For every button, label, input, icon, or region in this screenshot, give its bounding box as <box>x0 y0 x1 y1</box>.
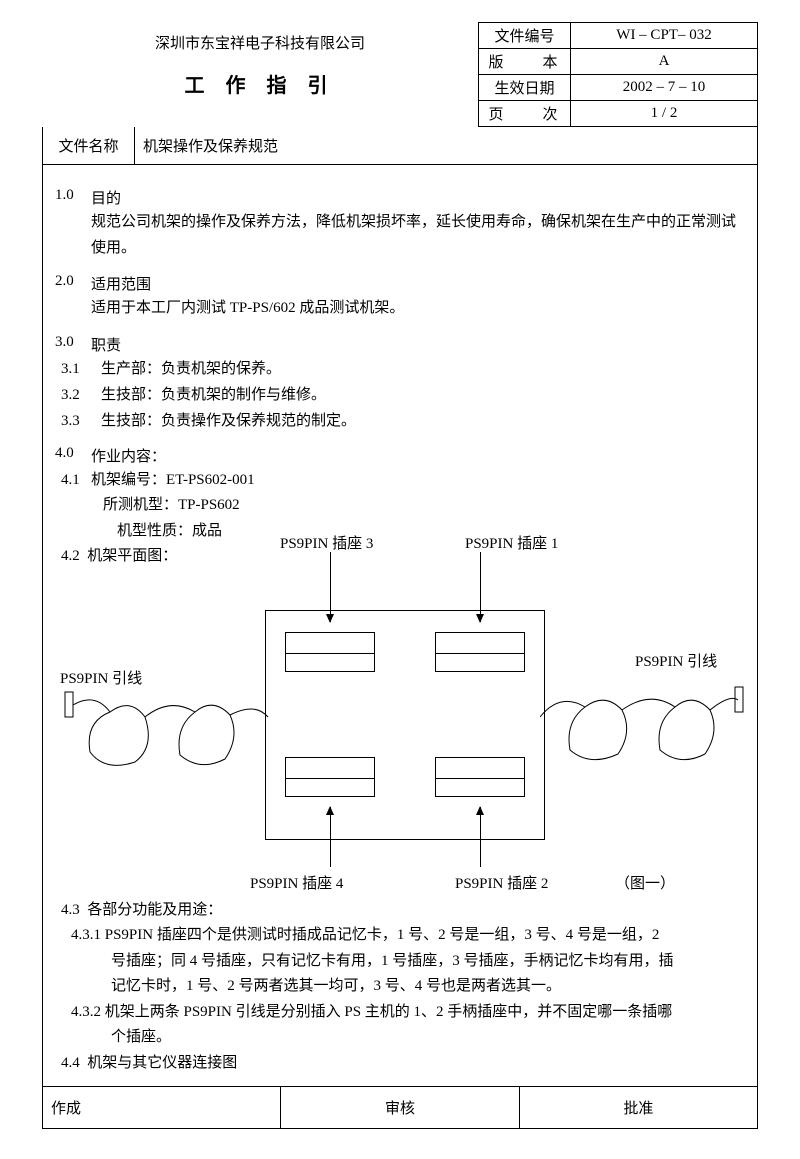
arrow-socket1 <box>480 552 481 622</box>
footer-made: 作成 <box>43 1087 281 1128</box>
meta-date-label: 生效日期 <box>479 75 571 101</box>
meta-page-label: 页 次 <box>479 101 571 127</box>
s3-2-num: 3.2 <box>61 383 101 407</box>
section-3: 3.0 职责 3.1生产部：负责机架的保养。 3.2生技部：负责机架的制作与维修… <box>55 334 745 433</box>
figure-caption: （图一） <box>615 872 675 893</box>
doc-title: 工 作 指 引 <box>42 69 478 98</box>
meta-page: 1 / 2 <box>571 101 758 127</box>
s41-num: 4.1 <box>61 472 80 488</box>
socket3-label: PS9PIN 插座 3 <box>280 532 373 553</box>
s432-l1: 机架上两条 PS9PIN 引线是分别插入 PS 主机的 1、2 手柄插座中，并不… <box>105 1004 673 1020</box>
body: 1.0 目的 规范公司机架的操作及保养方法，降低机架损坏率，延长使用寿命，确保机… <box>42 165 758 1087</box>
s2-text: 适用于本工厂内测试 TP-PS/602 成品测试机架。 <box>91 296 745 322</box>
socket4-label: PS9PIN 插座 4 <box>250 872 343 893</box>
s42-title: 机架平面图： <box>87 548 177 564</box>
meta-docno: WI – CPT– 032 <box>571 23 758 49</box>
s43-title: 各部分功能及用途： <box>87 902 222 918</box>
cable-right-shape <box>540 662 750 772</box>
doc-name-value: 机架操作及保养规范 <box>135 127 757 164</box>
s41-line2: 所测机型：TP-PS602 <box>103 493 745 519</box>
footer-approve: 批准 <box>520 1087 757 1128</box>
s431-l2: 号插座；同 4 号插座，只有记忆卡有用，1 号插座，3 号插座，手柄记忆卡均有用… <box>111 949 745 975</box>
s3-1-text: 生产部：负责机架的保养。 <box>101 357 281 381</box>
s1-text: 规范公司机架的操作及保养方法，降低机架损坏率，延长使用寿命，确保机架在生产中的正… <box>91 210 745 261</box>
meta-date: 2002 – 7 – 10 <box>571 75 758 101</box>
header-meta-table: 文件编号 WI – CPT– 032 版 本 A 生效日期 2002 – 7 –… <box>478 22 758 127</box>
s41-line3: 机型性质：成品 <box>117 519 222 545</box>
socket-1 <box>435 632 525 672</box>
page: 深圳市东宝祥电子科技有限公司 工 作 指 引 文件编号 WI – CPT– 03… <box>0 0 800 1159</box>
s1-num: 1.0 <box>55 187 91 208</box>
cable-left-shape <box>55 667 270 777</box>
s431-l3: 记忆卡时，1 号、2 号两者选其一均可，3 号、4 号也是两者选其一。 <box>111 974 745 1000</box>
s41-line1: 机架编号：ET-PS602-001 <box>91 472 255 488</box>
s3-1-num: 3.1 <box>61 357 101 381</box>
doc-name-row: 文件名称 机架操作及保养规范 <box>42 127 758 165</box>
s2-num: 2.0 <box>55 273 91 294</box>
socket-3 <box>285 632 375 672</box>
socket2-label: PS9PIN 插座 2 <box>455 872 548 893</box>
doc-header: 深圳市东宝祥电子科技有限公司 工 作 指 引 文件编号 WI – CPT– 03… <box>42 22 758 127</box>
company-name: 深圳市东宝祥电子科技有限公司 <box>42 32 478 53</box>
s3-title: 职责 <box>91 334 121 355</box>
s3-2-text: 生技部：负责机架的制作与维修。 <box>101 383 326 407</box>
s44-num: 4.4 <box>61 1055 80 1071</box>
arrow-socket3 <box>330 552 331 622</box>
section-1: 1.0 目的 规范公司机架的操作及保养方法，降低机架损坏率，延长使用寿命，确保机… <box>55 187 745 261</box>
footer-review: 审核 <box>281 1087 519 1128</box>
s4-title: 作业内容： <box>91 445 166 466</box>
section-2: 2.0 适用范围 适用于本工厂内测试 TP-PS/602 成品测试机架。 <box>55 273 745 322</box>
s4-num: 4.0 <box>55 445 91 466</box>
s3-num: 3.0 <box>55 334 91 355</box>
s43-num: 4.3 <box>61 902 80 918</box>
diagram: PS9PIN 插座 3 PS9PIN 插座 1 PS9PIN 引线 PS9PIN… <box>55 572 745 892</box>
meta-version: A <box>571 49 758 75</box>
s42-num: 4.2 <box>61 548 80 564</box>
footer-sign: 作成 审核 批准 <box>42 1087 758 1129</box>
s2-title: 适用范围 <box>91 273 151 294</box>
meta-version-label: 版 本 <box>479 49 571 75</box>
s432-l2: 个插座。 <box>111 1025 745 1051</box>
section-4: 4.0 作业内容： 4.1 机架编号：ET-PS602-001 所测机型：TP-… <box>55 445 745 1077</box>
s3-3-num: 3.3 <box>61 409 101 433</box>
socket-2 <box>435 757 525 797</box>
s431-num: 4.3.1 <box>71 927 101 943</box>
meta-docno-label: 文件编号 <box>479 23 571 49</box>
arrow-socket2 <box>480 807 481 867</box>
s1-title: 目的 <box>91 187 121 208</box>
socket1-label: PS9PIN 插座 1 <box>465 532 558 553</box>
section-4-3: 4.3 各部分功能及用途： 4.3.1 PS9PIN 插座四个是供测试时插成品记… <box>55 898 745 1077</box>
header-left: 深圳市东宝祥电子科技有限公司 工 作 指 引 <box>42 22 478 98</box>
arrow-socket4 <box>330 807 331 867</box>
s44-title: 机架与其它仪器连接图 <box>87 1055 237 1071</box>
s431-l1: PS9PIN 插座四个是供测试时插成品记忆卡，1 号、2 号是一组，3 号、4 … <box>105 927 660 943</box>
socket-4 <box>285 757 375 797</box>
s432-num: 4.3.2 <box>71 1004 101 1020</box>
s3-3-text: 生技部：负责操作及保养规范的制定。 <box>101 409 356 433</box>
doc-name-label: 文件名称 <box>43 127 135 164</box>
